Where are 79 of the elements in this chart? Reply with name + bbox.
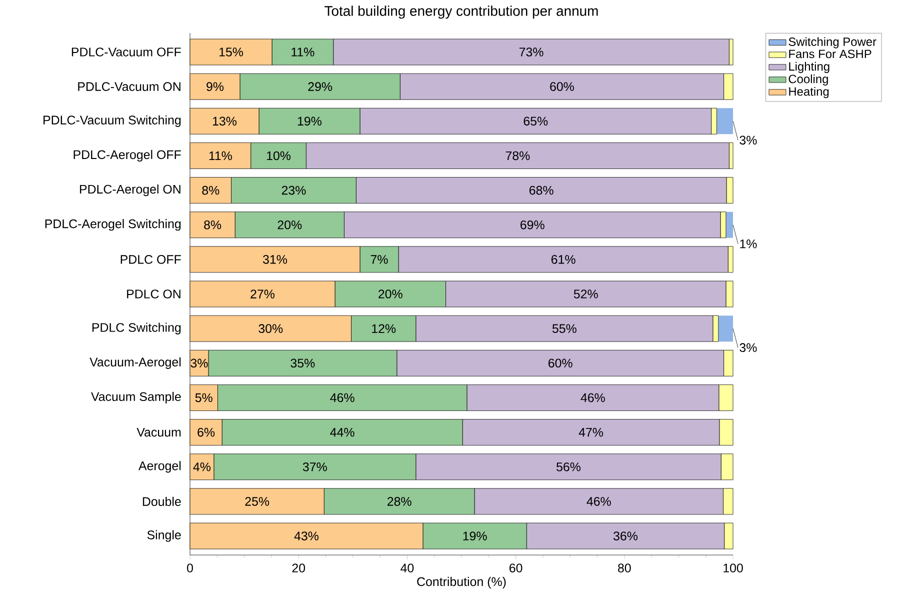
data-label: 56% (556, 462, 580, 472)
data-label: 25% (245, 497, 270, 506)
data-label: 47% (578, 428, 604, 437)
data-label: 10% (267, 151, 291, 160)
data-label: 5% (195, 393, 212, 402)
data-label: 60% (550, 82, 574, 91)
data-label: 73% (519, 48, 544, 56)
y-tick-label: PDLC-Vacuum OFF (72, 48, 181, 56)
data-label: 19% (298, 116, 322, 126)
data-label: 13% (212, 116, 236, 126)
y-tick-label: PDLC OFF (120, 255, 181, 264)
x-tick-label: 100 (724, 564, 743, 572)
data-label: 27% (250, 290, 275, 298)
data-label: 37% (302, 462, 327, 472)
y-tick-label: PDLC Switching (92, 322, 181, 334)
data-label: 3% (740, 343, 757, 352)
y-tick-label: Vacuum Sample (91, 392, 181, 404)
data-label: 3% (190, 358, 208, 368)
data-label: 11% (209, 151, 232, 160)
y-tick-label: Aerogel (138, 461, 181, 473)
data-label: 15% (219, 48, 244, 56)
data-label: 60% (548, 358, 572, 368)
y-tick-label: Vacuum-Aerogel (90, 357, 181, 369)
data-label: 8% (202, 186, 220, 195)
chart-title: Total building energy contribution per annum (324, 6, 598, 19)
data-label: 65% (524, 116, 548, 126)
legend-label: Cooling (788, 74, 828, 86)
data-label: 55% (552, 324, 576, 333)
y-tick-label: PDLC-Vacuum Switching (44, 115, 181, 127)
x-tick-label: 0 (187, 564, 193, 572)
data-label: 28% (387, 497, 412, 506)
data-label: 35% (290, 358, 315, 368)
legend-label: Heating (789, 86, 829, 98)
bar (718, 316, 734, 342)
y-tick-label: PDLC-Vacuum ON (78, 82, 180, 91)
data-label: 12% (372, 324, 396, 333)
data-label: 69% (520, 220, 544, 230)
data-label: 1% (740, 240, 757, 248)
data-label: 11% (292, 48, 314, 56)
data-label: 68% (529, 186, 554, 195)
x-tick-label: 40 (400, 564, 414, 572)
x-tick-label: 20 (292, 564, 306, 572)
y-tick-label: Single (147, 530, 181, 542)
legend-label: Switching Power (788, 37, 876, 48)
bar (716, 108, 734, 134)
data-label: 46% (586, 497, 611, 506)
x-tick-label: 80 (618, 564, 631, 572)
data-label: 52% (574, 290, 598, 298)
y-tick-label: PDLC-Aerogel Switching (45, 219, 181, 231)
data-label: 20% (278, 220, 302, 230)
data-label: 61% (551, 255, 576, 264)
y-tick-label: PDLC-Aerogel ON (80, 184, 180, 196)
bar (726, 212, 734, 238)
data-label: 29% (308, 82, 332, 91)
y-tick-label: PDLC ON (127, 290, 180, 298)
data-label: 78% (506, 151, 530, 160)
x-tick-label: 60 (510, 564, 522, 572)
data-label: 6% (198, 428, 215, 437)
data-label: 9% (206, 82, 224, 91)
data-label: 46% (580, 393, 605, 402)
data-label: 4% (193, 462, 210, 472)
x-axis-title: Contribution (%) (417, 576, 506, 589)
data-label: 23% (282, 186, 306, 195)
data-label: 7% (370, 255, 388, 264)
data-label: 44% (330, 428, 354, 437)
y-tick-label: Double (142, 496, 181, 506)
data-label: 31% (262, 255, 287, 264)
data-label: 30% (258, 324, 283, 333)
legend-label: Fans For ASHP (789, 50, 872, 58)
data-label: 8% (204, 220, 222, 230)
y-tick-label: PDLC-Aerogel OFF (74, 150, 181, 162)
data-label: 46% (330, 393, 354, 402)
data-label: 36% (614, 532, 638, 540)
data-label: 43% (294, 532, 318, 540)
y-tick-label: Vacuum (136, 428, 181, 437)
legend-label: Lighting (789, 62, 830, 74)
data-label: 3% (740, 136, 757, 145)
data-label: 19% (463, 532, 487, 540)
data-label: 20% (378, 290, 402, 298)
